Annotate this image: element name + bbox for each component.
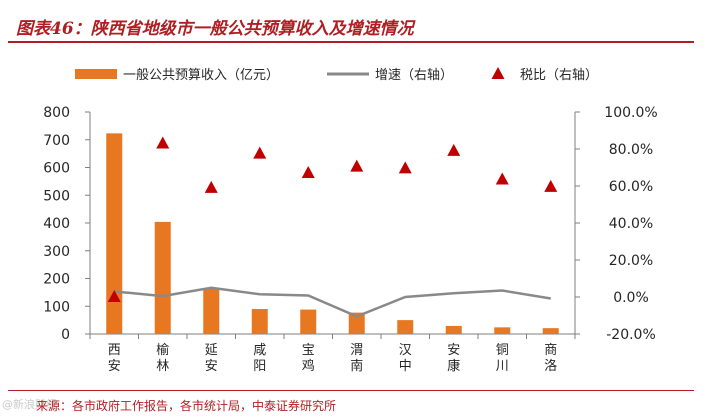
tax-ratio-marker: [253, 146, 267, 159]
left-tick-label: 100: [43, 299, 70, 315]
legend-marker-label: 税比（右轴）: [520, 68, 598, 83]
left-tick-label: 800: [43, 105, 70, 121]
bar: [203, 288, 220, 334]
x-tick-label: 西安: [108, 343, 121, 374]
bar: [494, 327, 511, 334]
left-tick-label: 200: [43, 272, 70, 288]
legend-marker-swatch: [491, 67, 505, 79]
chart-title: 图表46：陕西省地级市一般公共预算收入及增速情况: [16, 19, 414, 39]
x-tick-label: 安康: [447, 343, 460, 374]
x-tick-label: 渭南: [350, 343, 363, 374]
x-tick-label: 铜川: [496, 343, 509, 374]
tax-ratio-marker: [156, 136, 170, 149]
x-tick-label: 宝鸡: [302, 343, 315, 374]
left-tick-label: 700: [43, 133, 70, 149]
left-tick-label: 300: [43, 244, 70, 260]
watermark: @新浪财经: [2, 398, 57, 411]
x-tick-label: 汉中: [399, 343, 412, 374]
tax-ratio-marker: [495, 172, 509, 185]
bar: [154, 221, 171, 334]
tax-ratio-marker: [398, 161, 412, 174]
legend-bar-swatch: [75, 69, 117, 79]
bar: [348, 312, 365, 334]
footer-rule: [8, 390, 694, 391]
tax-ratio-marker: [447, 143, 461, 156]
title-rule: [8, 41, 694, 43]
x-tick-label: 咸阳: [253, 343, 266, 374]
right-tick-label: 20.0%: [609, 253, 653, 269]
source-note: 来源：各市政府工作报告，各市统计局，中泰证券研究所: [36, 399, 337, 413]
bar: [251, 309, 268, 334]
right-tick-label: 100.0%: [604, 105, 657, 121]
tax-ratio-marker: [544, 179, 558, 192]
left-tick-label: 500: [43, 188, 70, 204]
right-tick-label: -20.0%: [606, 327, 656, 343]
tax-ratio-marker: [301, 166, 315, 179]
growth-line: [114, 286, 551, 318]
tax-ratio-marker: [350, 159, 364, 172]
tax-ratio-marker: [107, 290, 121, 302]
bar: [397, 320, 414, 334]
bar: [300, 309, 317, 334]
legend-bar-label: 一般公共预算收入（亿元）: [123, 67, 279, 83]
right-tick-label: 80.0%: [609, 142, 653, 158]
right-tick-label: 0.0%: [613, 290, 649, 306]
legend-line-label: 增速（右轴）: [375, 68, 453, 83]
bar: [445, 325, 462, 334]
right-tick-label: 60.0%: [609, 179, 653, 195]
bar: [542, 328, 559, 334]
x-tick-label: 延安: [205, 343, 218, 374]
left-tick-label: 600: [43, 161, 70, 177]
x-tick-label: 榆林: [156, 343, 169, 374]
bar: [106, 133, 123, 334]
right-tick-label: 40.0%: [609, 216, 653, 232]
x-tick-label: 商洛: [544, 343, 557, 374]
left-tick-label: 0: [61, 327, 70, 343]
left-tick-label: 400: [43, 216, 70, 232]
tax-ratio-marker: [204, 180, 218, 193]
